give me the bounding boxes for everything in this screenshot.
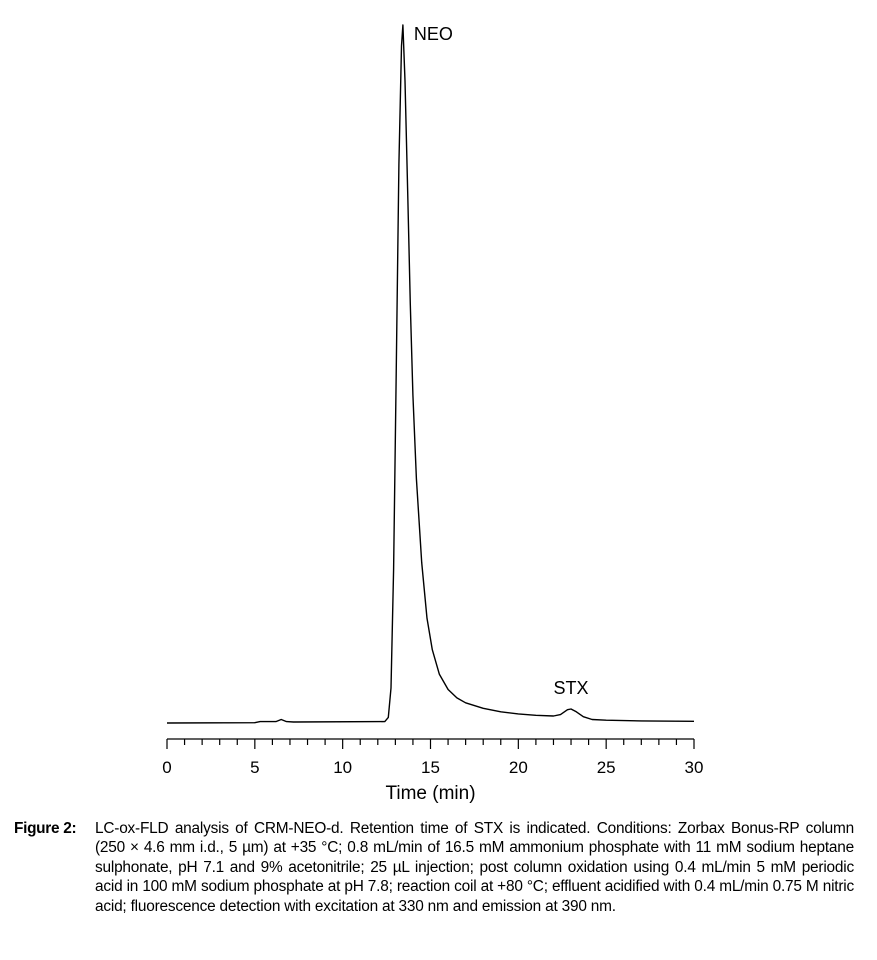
caption-text: LC-ox-FLD analysis of CRM-NEO-d. Retenti…	[95, 820, 854, 915]
peak-label-neo: NEO	[414, 24, 453, 44]
peak-label-stx: STX	[554, 678, 589, 698]
caption-label: Figure 2:	[14, 820, 77, 837]
trace-line-0	[166, 24, 695, 724]
figure-caption: Figure 2: LC-ox-FLD analysis of CRM-NEO-…	[14, 819, 854, 916]
x-axis-title: Time (min)	[385, 783, 475, 804]
x-tick-label: 20	[509, 758, 528, 777]
x-tick-label: 0	[162, 758, 171, 777]
x-tick-label: 30	[685, 758, 704, 777]
chromatogram-chart: 0 5 10 15 20 25 30 Time (min) NEO STX	[162, 24, 704, 804]
x-tick-label: 10	[333, 758, 352, 777]
x-tick-label: 5	[250, 758, 259, 777]
x-tick-label: 15	[421, 758, 440, 777]
x-tick-label: 25	[597, 758, 616, 777]
